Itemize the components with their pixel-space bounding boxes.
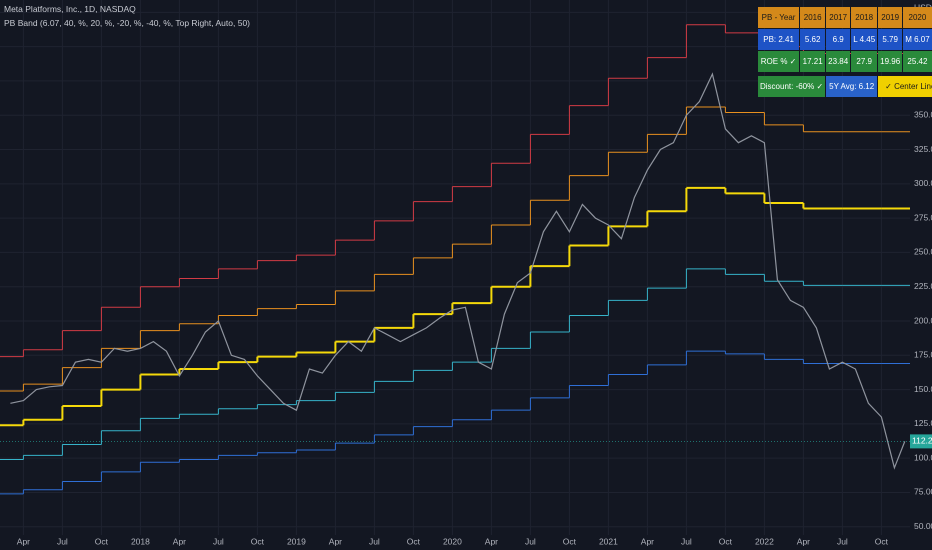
- x-tick-label: Jul: [57, 536, 68, 546]
- x-tick-label: Apr: [17, 536, 30, 546]
- table-cell: 5.79: [878, 29, 903, 50]
- x-tick-label: Oct: [719, 536, 733, 546]
- x-tick-label: Apr: [797, 536, 810, 546]
- y-tick-label: 100.00: [914, 452, 932, 462]
- table-cell: L 4.45: [851, 29, 878, 50]
- table-row: PB - Year201620172018201920202021: [758, 7, 932, 28]
- x-tick-label: Jul: [525, 536, 536, 546]
- y-tick-label: 75.00: [914, 487, 932, 497]
- table-cell: 2020: [903, 7, 932, 28]
- chart-subtitle: PB Band (6.07, 40, %, 20, %, -20, %, -40…: [4, 18, 251, 28]
- x-tick-label: Jul: [681, 536, 692, 546]
- table-cell: M 6.07: [903, 29, 932, 50]
- table-cell: 2017: [826, 7, 851, 28]
- x-tick-label: 2018: [131, 536, 150, 546]
- y-tick-label: 225.00: [914, 281, 932, 291]
- table-cell: PB: 2.41: [758, 29, 800, 50]
- x-tick-label: Apr: [173, 536, 186, 546]
- table-cell: 2019: [878, 7, 903, 28]
- table-cell: 23.84: [826, 51, 851, 72]
- last-price-label: 112.24: [912, 436, 932, 446]
- x-tick-label: Oct: [563, 536, 577, 546]
- y-tick-label: 200.00: [914, 315, 932, 325]
- y-tick-label: 325.00: [914, 144, 932, 154]
- y-tick-label: 125.00: [914, 418, 932, 428]
- table-row: Discount: -60% ✓ 5Y Avg: 6.12 ✓ Center Lin…: [758, 76, 932, 97]
- last-price-box: [910, 434, 932, 449]
- table-cell: 27.9: [851, 51, 878, 72]
- x-tick-label: Oct: [407, 536, 421, 546]
- y-tick-label: 150.00: [914, 384, 932, 394]
- table-cell: PB - Year: [758, 7, 800, 28]
- price-line: [10, 72, 906, 470]
- x-tick-label: Jul: [369, 536, 380, 546]
- table-cell: 6.9: [826, 29, 851, 50]
- y-tick-label: 175.00: [914, 350, 932, 360]
- plot-area: [0, 24, 910, 495]
- x-tick-label: 2022: [755, 536, 774, 546]
- x-tick-label: 2019: [287, 536, 306, 546]
- y-tick-label: 350.00: [914, 109, 932, 119]
- x-tick-label: Jul: [213, 536, 224, 546]
- table-cell: 2018: [851, 7, 878, 28]
- table-row: PB: 2.415.626.9L 4.455.79M 6.07H 7.38: [758, 29, 932, 50]
- x-tick-label: Apr: [641, 536, 654, 546]
- y-tick-label: 250.00: [914, 247, 932, 257]
- x-tick-label: Jul: [837, 536, 848, 546]
- table-cell: Discount: -60% ✓: [758, 76, 826, 97]
- x-tick-label: 2020: [443, 536, 462, 546]
- pb-table: PB - Year201620172018201920202021PB: 2.4…: [757, 6, 932, 97]
- table-cell: ROE % ✓: [758, 51, 800, 72]
- table-cell: 5.62: [800, 29, 826, 50]
- x-tick-label: 2021: [599, 536, 618, 546]
- x-tick-label: Apr: [485, 536, 498, 546]
- table-cell: 19.96: [878, 51, 903, 72]
- x-tick-label: Apr: [329, 536, 342, 546]
- y-tick-label: 300.00: [914, 178, 932, 188]
- table-cell: 2016: [800, 7, 826, 28]
- table-cell: ✓ Center Line 6.07: [878, 76, 932, 97]
- table-cell: 5Y Avg: 6.12: [826, 76, 878, 97]
- y-tick-label: 50.00: [914, 521, 932, 531]
- x-tick-label: Oct: [251, 536, 265, 546]
- table-cell: 25.42: [903, 51, 932, 72]
- table-cell: 17.21: [800, 51, 826, 72]
- y-tick-label: 275.00: [914, 212, 932, 222]
- chart-title: Meta Platforms, Inc., 1D, NASDAQ: [4, 4, 136, 14]
- x-tick-label: Oct: [875, 536, 889, 546]
- x-tick-label: Oct: [95, 536, 109, 546]
